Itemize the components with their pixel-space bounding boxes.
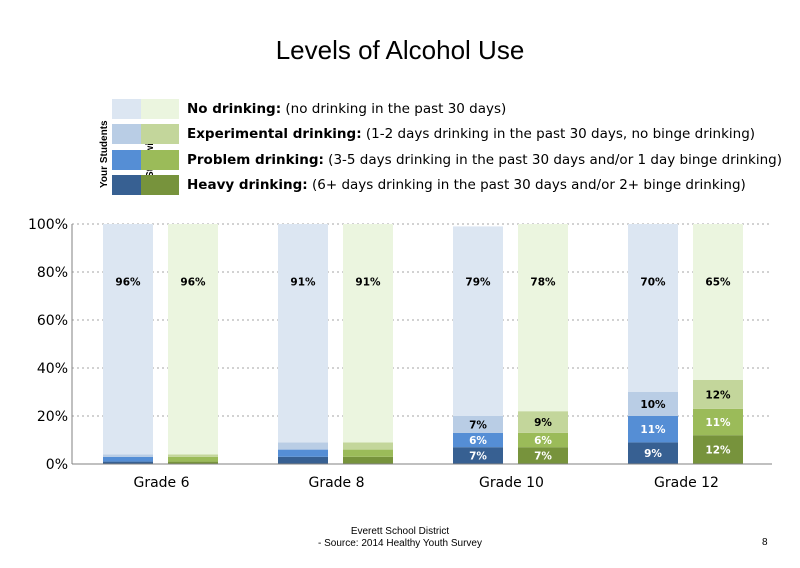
bar-heavy-drinking: [453, 447, 503, 464]
data-label: 91%: [290, 277, 316, 289]
data-label: 12%: [705, 389, 731, 401]
legend-swatch-state-heavy: [141, 175, 179, 195]
data-label: 70%: [640, 277, 666, 289]
data-label: 11%: [640, 424, 666, 436]
y-tick-label: 60%: [37, 313, 68, 329]
bar-problem-drinking: [453, 432, 503, 448]
bar-no-drinking: [518, 224, 568, 412]
bar-problem-drinking: [628, 416, 678, 443]
bar-experimental-drinking: [103, 454, 153, 457]
legend: Your Students Statewide No drinking: (no…: [95, 96, 782, 200]
legend-item-problem: Problem drinking: (3-5 days drinking in …: [187, 152, 782, 168]
legend-item-no-drinking: No drinking: (no drinking in the past 30…: [187, 101, 507, 117]
data-label: 7%: [534, 451, 552, 463]
x-tick-label: Grade 12: [654, 475, 719, 491]
legend-swatch-your-heavy: [112, 175, 150, 195]
data-label: 6%: [534, 435, 552, 447]
legend-swatch-state-no-drinking: [141, 99, 179, 119]
data-label: 7%: [469, 451, 487, 463]
chart-title: Levels of Alcohol Use: [275, 36, 525, 65]
data-label: 11%: [705, 417, 731, 429]
stacked-bar-chart: 0% 20% 40% 60% 80% 100% 96% 96% Grade 6 91% 91% Gra…: [28, 217, 772, 491]
legend-swatch-your-no-drinking: [112, 99, 150, 119]
x-tick-label: Grade 8: [308, 475, 364, 491]
x-tick-label: Grade 6: [133, 475, 189, 491]
legend-item-heavy: Heavy drinking: (6+ days drinking in the…: [187, 177, 746, 193]
legend-swatch-your-problem: [112, 150, 150, 170]
footer: Everett School District - Source: 2014 H…: [250, 526, 550, 550]
legend-swatch-state-experimental: [141, 124, 179, 144]
data-label: 12%: [705, 445, 731, 457]
bar-problem-drinking: [693, 408, 743, 436]
bar-experimental-drinking: [278, 442, 328, 450]
data-label: 96%: [115, 277, 141, 289]
bar-no-drinking: [343, 224, 393, 443]
data-label: 6%: [469, 435, 487, 447]
bar-no-drinking: [628, 224, 678, 392]
data-label: 10%: [640, 399, 666, 411]
bar-problem-drinking: [518, 432, 568, 448]
data-label: 65%: [705, 277, 731, 289]
bar-no-drinking: [453, 226, 503, 416]
bar-problem-drinking: [278, 449, 328, 457]
bar-experimental-drinking: [693, 380, 743, 409]
bar-experimental-drinking: [343, 442, 393, 450]
bar-no-drinking: [103, 224, 153, 455]
x-tick-label: Grade 10: [479, 475, 544, 491]
bar-heavy-drinking: [343, 456, 393, 464]
bar-problem-drinking: [343, 449, 393, 457]
data-label: 96%: [180, 277, 206, 289]
y-tick-label: 0%: [46, 457, 68, 473]
data-label: 9%: [534, 417, 552, 429]
bar-experimental-drinking: [168, 454, 218, 457]
bar-heavy-drinking: [278, 456, 328, 464]
bar-no-drinking: [278, 224, 328, 443]
data-label: 79%: [465, 277, 491, 289]
bar-heavy-drinking: [628, 442, 678, 464]
bar-problem-drinking: [103, 456, 153, 462]
data-label: 9%: [644, 448, 662, 460]
legend-group-your-students: Your Students: [99, 120, 110, 188]
y-tick-label: 80%: [37, 265, 68, 281]
bar-heavy-drinking: [103, 461, 153, 464]
bar-experimental-drinking: [453, 416, 503, 433]
bar-heavy-drinking: [518, 447, 568, 464]
y-tick-label: 100%: [28, 217, 68, 233]
bar-experimental-drinking: [628, 392, 678, 416]
legend-item-experimental: Experimental drinking: (1-2 days drinkin…: [187, 126, 756, 142]
bar-heavy-drinking: [168, 461, 218, 464]
legend-swatch-your-experimental: [112, 124, 150, 144]
y-tick-label: 40%: [37, 361, 68, 377]
bar-heavy-drinking: [693, 435, 743, 464]
data-label: 7%: [469, 419, 487, 431]
bar-experimental-drinking: [518, 411, 568, 433]
data-label: 78%: [530, 277, 556, 289]
bar-no-drinking: [693, 224, 743, 380]
data-label: 91%: [355, 277, 381, 289]
page-number: 8: [762, 537, 768, 548]
bar-problem-drinking: [168, 456, 218, 462]
legend-swatch-state-problem: [141, 150, 179, 170]
bar-no-drinking: [168, 224, 218, 455]
footer-district: Everett School District: [350, 526, 450, 537]
y-tick-label: 20%: [37, 409, 68, 425]
footer-source: - Source: 2014 Healthy Youth Survey: [318, 538, 482, 549]
